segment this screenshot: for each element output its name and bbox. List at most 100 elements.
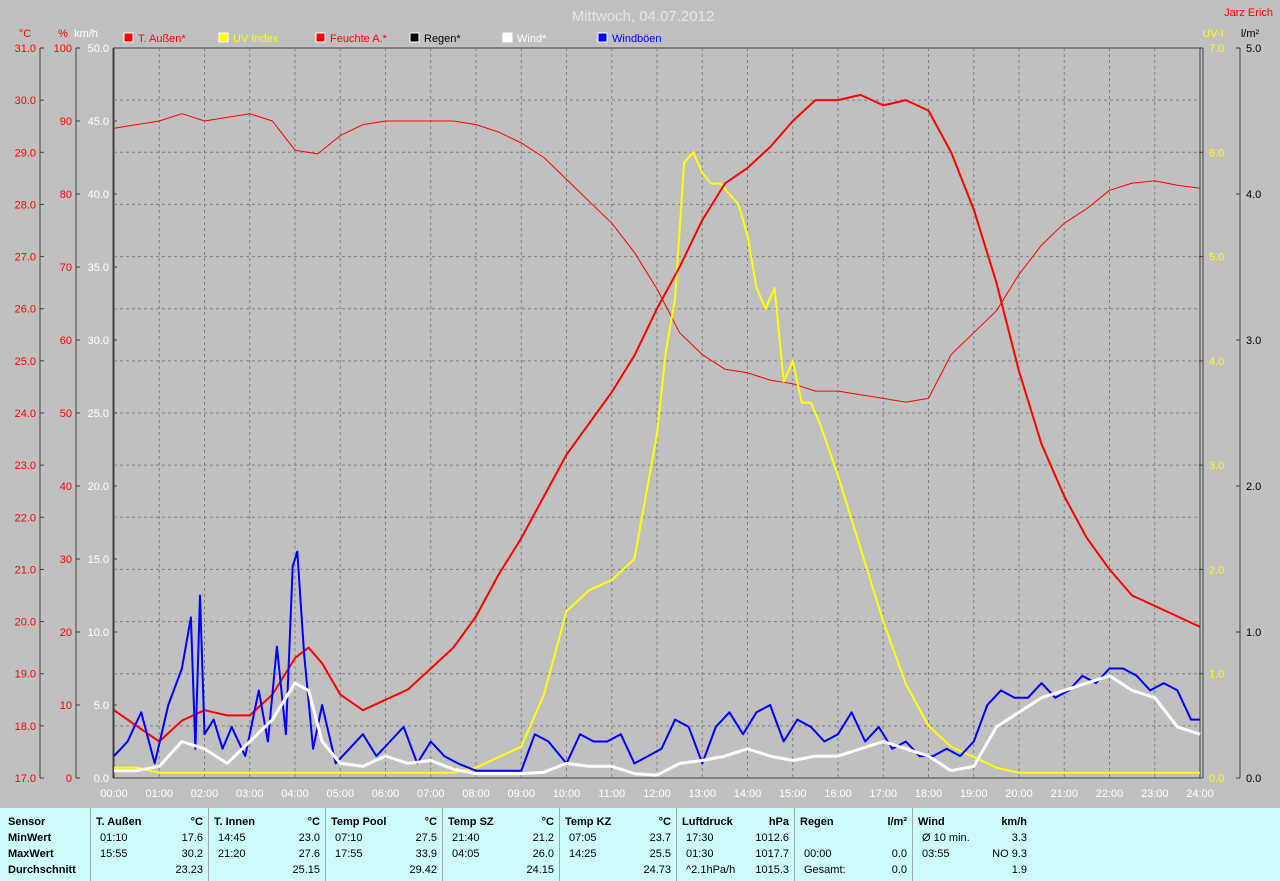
stats-section-name: T. Innen bbox=[214, 816, 255, 828]
stats-time: 21:40 bbox=[452, 832, 480, 844]
stats-time: 15:55 bbox=[100, 848, 128, 860]
legend-label: Regen* bbox=[424, 33, 461, 45]
stats-value: 27.5 bbox=[415, 832, 437, 844]
legend-label: UV Index bbox=[233, 33, 279, 45]
series-line-humidity bbox=[113, 113, 1201, 403]
stats-section-unit: °C bbox=[307, 816, 320, 828]
x-tick-label: 01:00 bbox=[145, 788, 173, 800]
stats-time: 01:10 bbox=[100, 832, 128, 844]
temp-axis-tick-label: 27.0 bbox=[15, 252, 36, 264]
wind-axis-tick-label: 15.0 bbox=[88, 554, 109, 566]
uv-axis-tick-label: 6.0 bbox=[1209, 147, 1224, 159]
x-tick-label: 04:00 bbox=[281, 788, 309, 800]
x-tick-label: 18:00 bbox=[915, 788, 943, 800]
wind-axis-tick-label: 5.0 bbox=[94, 700, 109, 712]
stats-section: Temp SZ °C 21:40 21.2 04:05 26.0 24.15 bbox=[442, 808, 560, 881]
stats-value: 25.15 bbox=[292, 864, 320, 876]
stats-section: Wind km/h Ø 10 min. 3.3 03:55 NO 9.3 1.9 bbox=[912, 808, 1033, 881]
stats-value: 25.5 bbox=[649, 848, 671, 860]
stats-section-unit: l/m² bbox=[887, 816, 907, 828]
stats-time: 04:05 bbox=[452, 848, 480, 860]
stats-avg-label: Durchschnitt bbox=[8, 864, 76, 876]
humidity-axis-tick-label: 60 bbox=[60, 335, 72, 347]
stats-section-unit: °C bbox=[190, 816, 203, 828]
x-tick-label: 11:00 bbox=[598, 788, 625, 800]
wind-axis-tick-label: 45.0 bbox=[88, 116, 109, 128]
stats-time: 21:20 bbox=[218, 848, 246, 860]
stats-section-name: Temp SZ bbox=[448, 816, 494, 828]
stats-section-unit: °C bbox=[541, 816, 554, 828]
x-tick-label: 21:00 bbox=[1050, 788, 1078, 800]
x-tick-label: 06:00 bbox=[372, 788, 400, 800]
uv-axis-tick-label: 3.0 bbox=[1209, 460, 1224, 472]
stats-section: T. Innen °C 14:45 23.0 21:20 27.6 25.15 bbox=[208, 808, 326, 881]
chart-axes: 00:00 01:00 02:00 03:00 04:00 05:00 06:00 07:00… bbox=[15, 43, 1262, 800]
rain-axis-tick-label: 2.0 bbox=[1246, 481, 1261, 493]
x-tick-label: 02:00 bbox=[191, 788, 219, 800]
rain-axis-tick-label: 3.0 bbox=[1246, 335, 1261, 347]
humidity-axis-tick-label: 20 bbox=[60, 627, 72, 639]
stats-min-label: MinWert bbox=[8, 832, 52, 844]
temp-axis-tick-label: 29.0 bbox=[15, 147, 36, 159]
x-tick-label: 08:00 bbox=[462, 788, 490, 800]
x-tick-label: 00:00 bbox=[100, 788, 128, 800]
temp-axis-tick-label: 28.0 bbox=[15, 199, 36, 211]
chart-grid bbox=[113, 47, 1201, 779]
stats-max-label: MaxWert bbox=[8, 848, 54, 860]
x-tick-label: 17:00 bbox=[869, 788, 897, 800]
stats-value: 1.9 bbox=[1011, 864, 1027, 876]
stats-time: 07:10 bbox=[335, 832, 363, 844]
x-tick-label: 15:00 bbox=[779, 788, 807, 800]
stats-section-unit: km/h bbox=[1001, 816, 1027, 828]
weather-chart: Mittwoch, 04.07.2012 Jarz Erich °C % km/… bbox=[15, 7, 1273, 800]
x-tick-label: 07:00 bbox=[417, 788, 445, 800]
stats-section-unit: °C bbox=[424, 816, 437, 828]
stats-section-name: Temp Pool bbox=[331, 816, 387, 828]
temp-axis-tick-label: 24.0 bbox=[15, 408, 36, 420]
stats-value: 29.42 bbox=[409, 864, 437, 876]
x-tick-label: 03:00 bbox=[236, 788, 264, 800]
uv-axis-tick-label: 4.0 bbox=[1209, 356, 1224, 368]
humidity-axis-tick-label: 50 bbox=[60, 408, 72, 420]
humidity-axis-tick-label: 0 bbox=[66, 773, 72, 785]
legend-swatch bbox=[218, 32, 229, 43]
stats-time: ^2.1hPa/h bbox=[686, 864, 736, 876]
temp-axis-tick-label: 26.0 bbox=[15, 304, 36, 316]
stats-time: Gesamt: bbox=[804, 864, 846, 876]
uv-axis-tick-label: 5.0 bbox=[1209, 252, 1224, 264]
stats-section-name: Regen bbox=[800, 816, 834, 828]
stats-section-name: T. Außen bbox=[96, 816, 142, 828]
stats-time: 03:55 bbox=[922, 848, 950, 860]
rain-axis-tick-label: 0.0 bbox=[1246, 773, 1261, 785]
temp-axis-tick-label: 30.0 bbox=[15, 95, 36, 107]
temp-axis-tick-label: 22.0 bbox=[15, 512, 36, 524]
stats-section: Luftdruck hPa 17:30 1012.6 01:30 1017.7 ^2.1hP… bbox=[676, 808, 795, 881]
stats-value: 1015.3 bbox=[755, 864, 789, 876]
stats-value: 1012.6 bbox=[755, 832, 789, 844]
author-label: Jarz Erich bbox=[1224, 7, 1273, 19]
stats-section-name: Wind bbox=[918, 816, 945, 828]
wind-axis-tick-label: 30.0 bbox=[88, 335, 109, 347]
temp-axis-tick-label: 25.0 bbox=[15, 356, 36, 368]
legend-swatch bbox=[315, 32, 326, 43]
uv-axis-tick-label: 0.0 bbox=[1209, 773, 1224, 785]
series-line-wind bbox=[114, 674, 1201, 777]
stats-section: T. Außen °C 01:10 17.6 15:55 30.2 23.23 bbox=[90, 808, 209, 881]
stats-section: Temp KZ °C 07:05 23.7 14:25 25.5 24.73 bbox=[559, 808, 677, 881]
humidity-axis-tick-label: 100 bbox=[54, 43, 72, 55]
legend-swatch bbox=[597, 32, 608, 43]
rain-axis-tick-label: 4.0 bbox=[1246, 189, 1261, 201]
stats-value: 24.73 bbox=[643, 864, 671, 876]
wind-axis-tick-label: 35.0 bbox=[88, 262, 109, 274]
stats-section-name: Temp KZ bbox=[565, 816, 612, 828]
rain-axis-tick-label: 1.0 bbox=[1246, 627, 1261, 639]
x-tick-label: 23:00 bbox=[1141, 788, 1169, 800]
stats-value: 21.2 bbox=[532, 832, 554, 844]
legend-swatch bbox=[502, 32, 513, 43]
humidity-axis-tick-label: 30 bbox=[60, 554, 72, 566]
uv-axis-tick-label: 1.0 bbox=[1209, 669, 1224, 681]
stats-section-unit: °C bbox=[658, 816, 671, 828]
x-tick-label: 19:00 bbox=[960, 788, 988, 800]
x-tick-label: 05:00 bbox=[326, 788, 354, 800]
